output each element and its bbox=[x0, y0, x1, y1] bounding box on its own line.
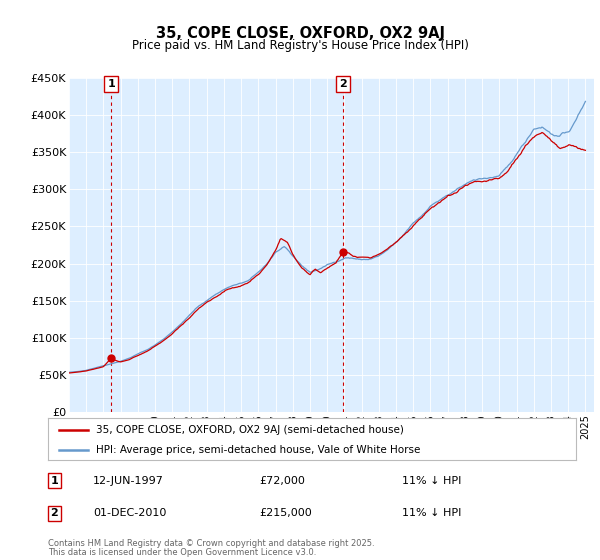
Text: £215,000: £215,000 bbox=[259, 508, 312, 518]
Text: 35, COPE CLOSE, OXFORD, OX2 9AJ (semi-detached house): 35, COPE CLOSE, OXFORD, OX2 9AJ (semi-de… bbox=[95, 424, 403, 435]
Text: 35, COPE CLOSE, OXFORD, OX2 9AJ: 35, COPE CLOSE, OXFORD, OX2 9AJ bbox=[155, 26, 445, 41]
Text: 1: 1 bbox=[107, 80, 115, 90]
Text: 01-DEC-2010: 01-DEC-2010 bbox=[93, 508, 166, 518]
Text: 1: 1 bbox=[50, 476, 58, 486]
Text: £72,000: £72,000 bbox=[259, 476, 305, 486]
Text: 11% ↓ HPI: 11% ↓ HPI bbox=[402, 508, 461, 518]
Text: Contains HM Land Registry data © Crown copyright and database right 2025.: Contains HM Land Registry data © Crown c… bbox=[48, 539, 374, 548]
Text: 2: 2 bbox=[50, 508, 58, 518]
Text: 12-JUN-1997: 12-JUN-1997 bbox=[93, 476, 164, 486]
Text: 11% ↓ HPI: 11% ↓ HPI bbox=[402, 476, 461, 486]
Text: Price paid vs. HM Land Registry's House Price Index (HPI): Price paid vs. HM Land Registry's House … bbox=[131, 39, 469, 53]
Text: HPI: Average price, semi-detached house, Vale of White Horse: HPI: Average price, semi-detached house,… bbox=[95, 445, 420, 455]
Text: This data is licensed under the Open Government Licence v3.0.: This data is licensed under the Open Gov… bbox=[48, 548, 316, 557]
Text: 2: 2 bbox=[339, 80, 347, 90]
